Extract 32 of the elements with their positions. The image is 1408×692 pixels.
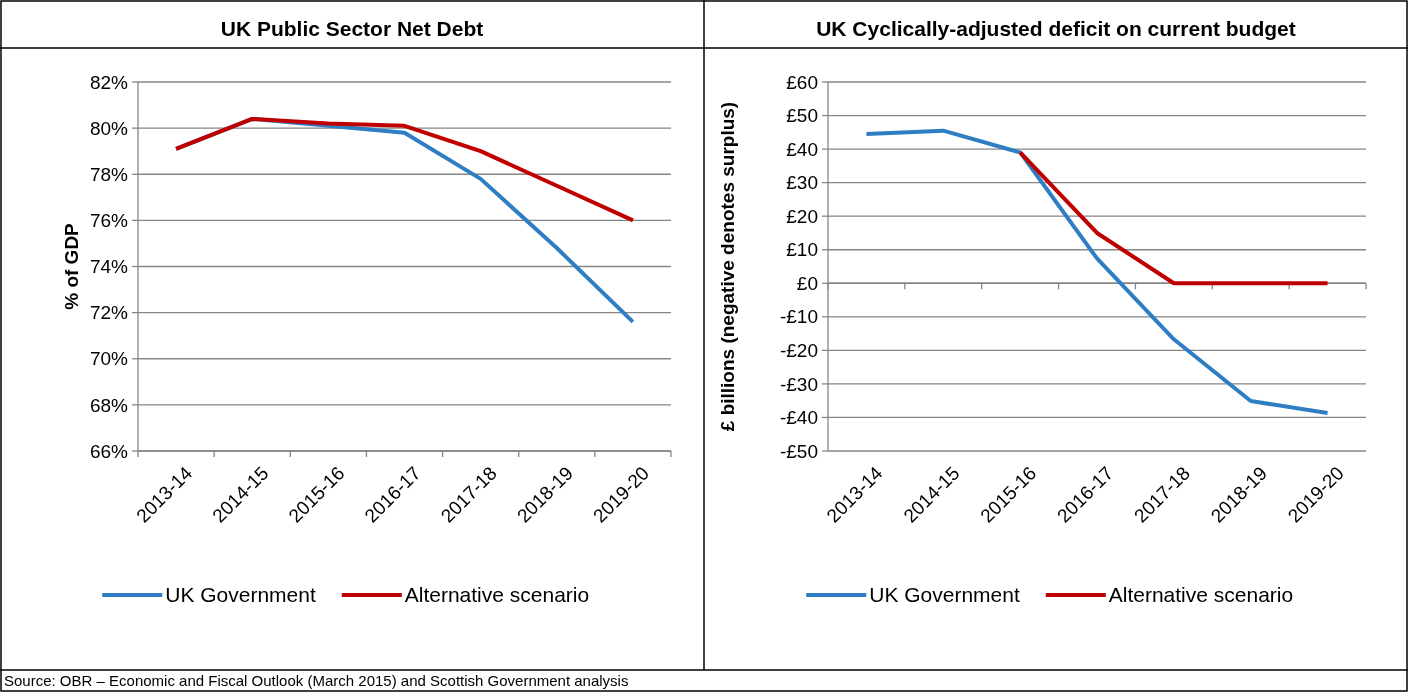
y-axis-title: £ billions (negative denotes surplus) (717, 101, 738, 432)
y-tick-label: 76% (89, 210, 129, 232)
y-tick-label: £40 (786, 138, 818, 160)
y-tick-label: 70% (89, 348, 129, 370)
y-tick-label: £30 (786, 172, 818, 194)
y-tick-label: £10 (786, 239, 818, 261)
y-tick-label: £0 (796, 272, 818, 294)
y-tick-label: 68% (89, 394, 129, 416)
y-tick-label: -£50 (779, 440, 818, 462)
legend-label: Alternative scenario (1108, 583, 1294, 607)
chart-title: UK Public Sector Net Debt (220, 17, 484, 40)
y-tick-label: £50 (786, 105, 818, 127)
legend-label: UK Government (869, 583, 1020, 607)
y-tick-label: 74% (89, 256, 129, 278)
line-series (174, 116, 635, 223)
y-tick-label: 78% (89, 163, 129, 185)
y-tick-label: £60 (786, 71, 818, 93)
y-tick-label: -£10 (779, 306, 818, 328)
legend-label: UK Government (165, 583, 316, 607)
y-tick-label: 80% (89, 117, 129, 139)
y-tick-label: -£20 (779, 340, 818, 362)
source-note: Source: OBR – Economic and Fiscal Outlook (March 2015) and Scottish Government analysis (4, 672, 629, 689)
y-tick-label: 66% (89, 440, 129, 462)
y-tick-label: 82% (89, 71, 129, 93)
y-tick-label: £20 (786, 205, 818, 227)
legend-label: Alternative scenario (404, 583, 590, 607)
y-tick-label: 72% (89, 302, 129, 324)
y-tick-label: -£30 (779, 373, 818, 395)
y-tick-label: -£40 (779, 407, 818, 429)
line-series (864, 128, 1330, 416)
chart-title: UK Cyclically-adjusted deficit on current budget (816, 17, 1296, 40)
y-axis-title: % of GDP (61, 222, 82, 310)
